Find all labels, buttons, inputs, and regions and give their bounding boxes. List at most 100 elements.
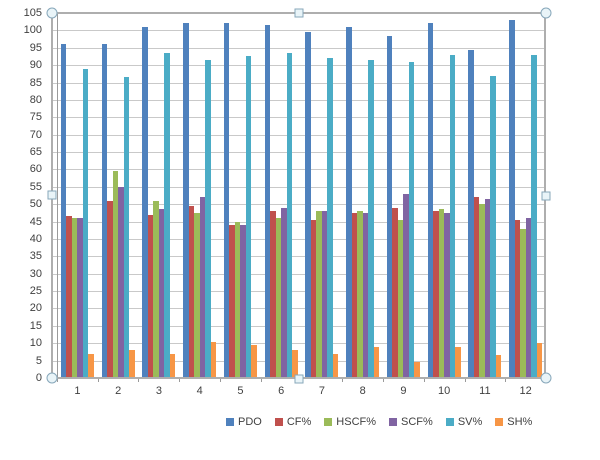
bar-SVpct-10[interactable] xyxy=(449,54,456,378)
bar-HSCFpct-3[interactable] xyxy=(153,200,159,378)
bar-SCFpct-8[interactable] xyxy=(362,212,369,378)
bar-HSCFpct-11[interactable] xyxy=(479,204,485,378)
bar-SCFpct-1[interactable] xyxy=(77,218,83,378)
selection-handle-top-right[interactable] xyxy=(540,7,552,19)
bar-PDO-11[interactable] xyxy=(468,49,474,378)
bar-SHpct-4[interactable] xyxy=(210,341,217,378)
chart-legend[interactable]: PDO CF% HSCF% SCF% SV% SH% xyxy=(226,416,532,428)
selection-handle-top-left[interactable] xyxy=(46,7,58,19)
legend-swatch-SHpct xyxy=(495,418,504,426)
selection-handle-bottom-right[interactable] xyxy=(540,372,552,384)
bar-PDO-8[interactable] xyxy=(346,26,352,378)
bar-PDO-7[interactable] xyxy=(305,32,311,378)
selection-handle-top-middle[interactable] xyxy=(294,8,304,18)
bar-SVpct-9[interactable] xyxy=(408,61,415,378)
x-axis-tick xyxy=(57,378,58,382)
bar-PDO-3[interactable] xyxy=(142,26,148,378)
bar-HSCFpct-6[interactable] xyxy=(275,218,282,378)
bar-HSCFpct-2[interactable] xyxy=(112,171,119,378)
bar-PDO-6[interactable] xyxy=(264,25,271,378)
bar-SHpct-3[interactable] xyxy=(169,353,176,378)
bar-SHpct-6[interactable] xyxy=(292,350,298,378)
bar-SVpct-5[interactable] xyxy=(245,56,252,378)
bar-group-4 xyxy=(179,13,220,378)
selection-handle-bottom-middle[interactable] xyxy=(294,374,304,384)
bar-HSCFpct-8[interactable] xyxy=(357,211,363,378)
bar-SCFpct-6[interactable] xyxy=(281,207,287,378)
x-axis-tick xyxy=(423,378,425,382)
bar-PDO-10[interactable] xyxy=(427,23,434,378)
selection-border[interactable] xyxy=(51,12,546,379)
bar-SHpct-9[interactable] xyxy=(414,362,420,378)
y-axis-label-90: 90 xyxy=(29,59,42,72)
bar-HSCFpct-5[interactable] xyxy=(234,221,241,378)
legend-item-PDO[interactable]: PDO xyxy=(226,416,262,428)
x-axis-label-4: 4 xyxy=(196,385,203,397)
y-axis-label-55: 55 xyxy=(29,180,42,193)
bar-SCFpct-11[interactable] xyxy=(484,198,491,378)
bar-SVpct-2[interactable] xyxy=(123,77,130,378)
bar-SCFpct-7[interactable] xyxy=(321,211,328,378)
legend-item-SHpct[interactable]: SH% xyxy=(495,416,532,428)
legend-item-SCFpct[interactable]: SCF% xyxy=(389,416,433,428)
bar-SCFpct-2[interactable] xyxy=(118,186,124,378)
bar-CFpct-12[interactable] xyxy=(514,219,521,378)
bar-SHpct-7[interactable] xyxy=(332,353,339,378)
bar-SHpct-2[interactable] xyxy=(129,350,135,378)
bar-SHpct-10[interactable] xyxy=(455,346,461,378)
bar-PDO-4[interactable] xyxy=(183,23,189,378)
bar-HSCFpct-4[interactable] xyxy=(194,212,200,378)
bar-SVpct-6[interactable] xyxy=(286,52,293,378)
bar-HSCFpct-10[interactable] xyxy=(438,209,445,378)
bar-HSCFpct-9[interactable] xyxy=(397,219,404,378)
bar-HSCFpct-1[interactable] xyxy=(71,218,78,378)
bar-PDO-5[interactable] xyxy=(223,23,230,378)
selection-handle-bottom-left[interactable] xyxy=(46,372,58,384)
bar-SVpct-4[interactable] xyxy=(205,59,211,378)
bar-HSCFpct-7[interactable] xyxy=(316,211,322,378)
bar-SCFpct-10[interactable] xyxy=(444,212,450,378)
bar-SCFpct-3[interactable] xyxy=(158,209,165,378)
bar-SHpct-1[interactable] xyxy=(88,353,94,378)
bar-SVpct-7[interactable] xyxy=(327,58,333,378)
bar-SVpct-1[interactable] xyxy=(82,68,89,378)
x-axis-tick xyxy=(505,378,507,382)
bar-SCFpct-4[interactable] xyxy=(199,197,206,378)
bar-PDO-12[interactable] xyxy=(509,19,515,378)
x-axis-label-11: 11 xyxy=(479,385,491,397)
bar-SHpct-12[interactable] xyxy=(536,343,543,378)
bar-PDO-2[interactable] xyxy=(101,44,108,378)
bar-CFpct-5[interactable] xyxy=(229,225,235,378)
bar-SVpct-11[interactable] xyxy=(490,75,496,378)
bar-PDO-9[interactable] xyxy=(386,35,393,378)
selection-handle-middle-right[interactable] xyxy=(541,191,551,201)
bar-CFpct-10[interactable] xyxy=(433,211,439,378)
bar-SVpct-8[interactable] xyxy=(368,59,374,378)
bar-SVpct-3[interactable] xyxy=(164,52,170,378)
bar-SCFpct-12[interactable] xyxy=(525,218,532,378)
legend-item-SVpct[interactable]: SV% xyxy=(445,416,482,428)
bar-SVpct-12[interactable] xyxy=(531,54,537,378)
bar-CFpct-7[interactable] xyxy=(310,219,317,378)
bar-HSCFpct-12[interactable] xyxy=(520,228,526,378)
bar-SHpct-5[interactable] xyxy=(251,344,257,378)
bar-SCFpct-5[interactable] xyxy=(240,225,246,378)
bar-CFpct-9[interactable] xyxy=(392,207,398,378)
legend-item-CFpct[interactable]: CF% xyxy=(274,416,311,428)
bar-SHpct-8[interactable] xyxy=(373,346,380,378)
bar-CFpct-3[interactable] xyxy=(147,214,154,378)
bar-CFpct-8[interactable] xyxy=(351,212,358,378)
bar-CFpct-4[interactable] xyxy=(188,205,195,378)
bar-CFpct-1[interactable] xyxy=(66,216,72,378)
bar-PDO-1[interactable] xyxy=(60,44,67,378)
selection-handle-middle-left[interactable] xyxy=(47,190,57,200)
bar-SCFpct-9[interactable] xyxy=(403,193,409,378)
bar-group-5 xyxy=(220,13,261,378)
legend-item-HSCFpct[interactable]: HSCF% xyxy=(324,416,376,428)
bar-SHpct-11[interactable] xyxy=(495,355,502,378)
bar-CFpct-6[interactable] xyxy=(270,211,276,378)
bar-CFpct-2[interactable] xyxy=(107,200,113,378)
plot-area[interactable] xyxy=(53,13,546,378)
bar-CFpct-11[interactable] xyxy=(473,197,480,378)
